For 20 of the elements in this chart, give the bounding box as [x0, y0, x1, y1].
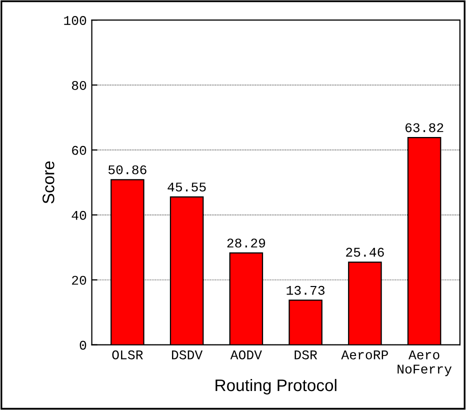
data-label: 45.55: [168, 182, 206, 192]
x-axis-title: Routing Protocol: [216, 378, 336, 394]
x-tick-label: Aero NoFerry: [398, 350, 452, 376]
y-tick-label: 40: [72, 210, 86, 220]
x-tick-label: DSDV: [172, 350, 203, 360]
data-label: 28.29: [227, 238, 266, 248]
y-axis-title: Score: [42, 161, 54, 204]
data-label: 13.73: [286, 286, 325, 295]
y-tick-label: 20: [72, 276, 86, 285]
x-tick-label: OLSR: [112, 350, 143, 360]
x-tick-label: AeroRP: [341, 350, 388, 360]
y-tick-label: 100: [64, 16, 86, 25]
y-tick-label: 80: [72, 80, 86, 90]
data-label: 25.46: [346, 248, 384, 257]
x-tick-label: AODV: [230, 350, 262, 360]
data-label: 63.82: [405, 123, 444, 132]
y-tick-label: 60: [72, 146, 86, 155]
y-tick-label: 0: [80, 340, 86, 350]
x-tick-label: DSR: [294, 350, 318, 360]
data-label: 50.86: [108, 165, 146, 174]
